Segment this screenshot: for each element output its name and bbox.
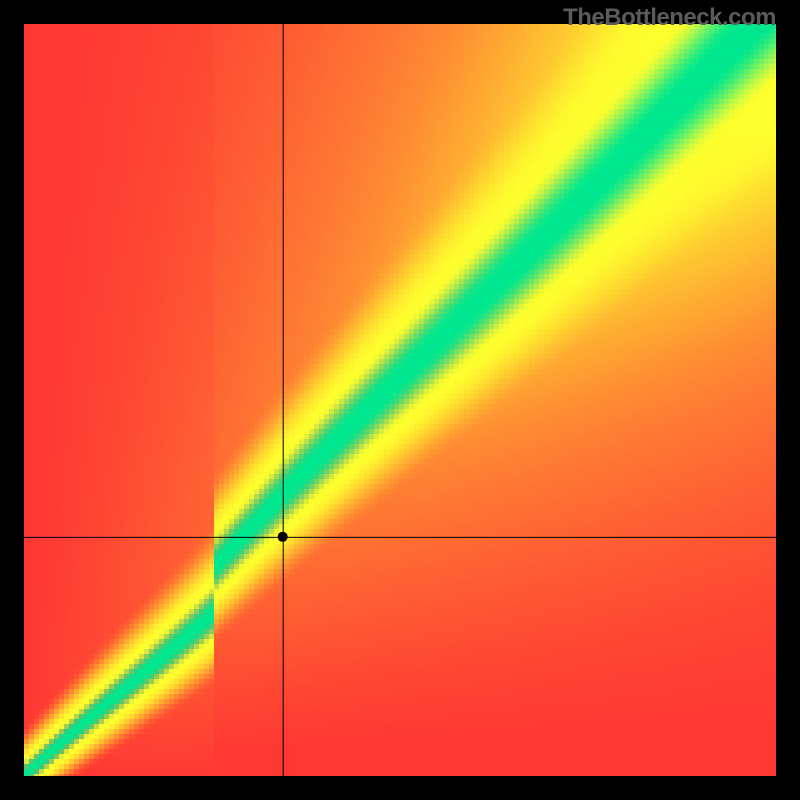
bottleneck-heatmap: TheBottleneck.com [0, 0, 800, 800]
attribution-label: TheBottleneck.com [563, 4, 776, 32]
heatmap-canvas [0, 0, 800, 800]
